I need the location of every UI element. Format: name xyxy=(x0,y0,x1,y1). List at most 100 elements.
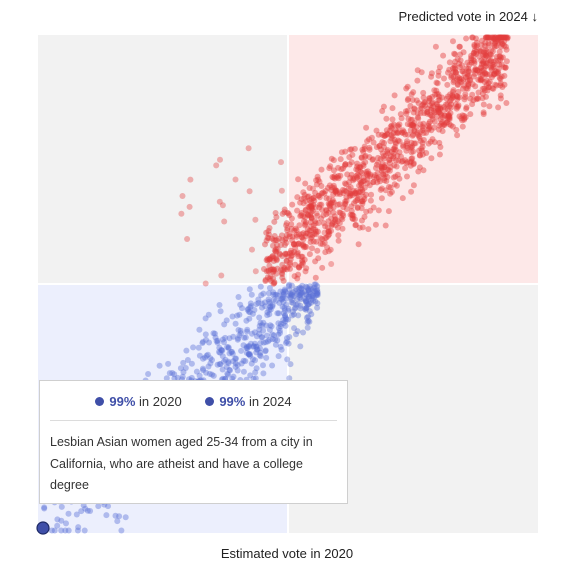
data-point xyxy=(262,276,269,283)
data-point xyxy=(308,214,315,221)
data-point xyxy=(275,353,282,360)
data-point xyxy=(58,527,65,534)
data-point xyxy=(359,189,366,196)
data-point xyxy=(282,318,289,325)
data-point xyxy=(488,57,494,64)
data-point xyxy=(420,101,427,108)
data-point xyxy=(290,241,297,247)
data-point xyxy=(342,200,349,207)
data-point xyxy=(428,106,434,113)
data-point xyxy=(497,80,504,87)
data-point xyxy=(404,145,411,151)
data-point xyxy=(481,79,488,85)
data-point xyxy=(455,103,462,110)
data-point xyxy=(351,200,357,207)
data-point xyxy=(491,34,498,41)
data-point xyxy=(309,245,315,252)
data-point xyxy=(495,34,502,41)
data-point xyxy=(206,370,213,377)
data-point xyxy=(501,34,508,41)
data-point xyxy=(322,235,329,241)
data-point xyxy=(213,162,220,169)
data-point xyxy=(271,218,278,225)
data-point xyxy=(298,210,305,216)
data-point xyxy=(249,246,255,253)
data-point xyxy=(473,35,479,42)
data-point xyxy=(353,166,360,173)
data-point xyxy=(445,69,451,76)
data-point xyxy=(291,325,298,332)
data-point xyxy=(188,360,195,367)
data-point xyxy=(320,189,326,196)
data-point xyxy=(221,339,227,346)
data-point xyxy=(344,171,351,178)
data-point xyxy=(497,34,503,41)
data-point xyxy=(376,143,383,150)
data-point xyxy=(336,209,343,216)
data-point xyxy=(284,264,291,270)
data-point xyxy=(361,184,368,191)
data-point xyxy=(314,212,321,219)
data-point xyxy=(324,224,331,231)
data-point xyxy=(359,146,366,153)
data-point xyxy=(361,177,368,184)
data-point xyxy=(456,43,463,50)
data-point xyxy=(245,305,252,312)
data-point xyxy=(463,104,470,111)
data-point xyxy=(378,146,385,153)
data-point xyxy=(264,309,271,316)
data-point xyxy=(202,331,209,338)
data-point xyxy=(243,349,250,356)
data-point xyxy=(336,189,343,196)
data-point xyxy=(272,248,279,255)
data-point xyxy=(267,273,274,280)
data-point xyxy=(252,357,258,364)
data-point xyxy=(497,75,504,82)
data-point xyxy=(269,253,276,260)
data-point xyxy=(380,171,387,178)
data-point xyxy=(286,231,293,237)
data-point xyxy=(41,504,48,511)
data-point xyxy=(267,266,274,273)
data-point xyxy=(267,300,274,307)
data-point xyxy=(178,210,185,217)
data-point xyxy=(238,360,245,367)
data-point xyxy=(390,146,397,153)
data-point xyxy=(307,235,314,242)
data-point xyxy=(205,311,212,318)
data-point xyxy=(211,330,218,337)
data-point xyxy=(386,183,392,190)
data-point xyxy=(357,188,364,195)
data-point xyxy=(387,190,394,197)
data-point xyxy=(372,221,379,228)
data-point xyxy=(483,77,490,84)
data-point xyxy=(363,171,370,178)
data-point xyxy=(366,182,373,189)
data-point xyxy=(250,343,257,350)
data-point xyxy=(340,204,347,211)
data-point xyxy=(327,163,334,170)
data-point xyxy=(331,173,338,180)
data-point xyxy=(484,34,491,41)
data-point xyxy=(404,121,411,128)
data-point xyxy=(348,159,355,166)
data-point xyxy=(429,113,436,120)
data-point xyxy=(391,121,397,128)
data-point xyxy=(435,105,442,112)
data-point xyxy=(267,303,274,310)
data-point xyxy=(272,291,279,298)
data-point xyxy=(319,241,326,248)
data-point xyxy=(381,140,388,146)
data-point xyxy=(252,216,259,223)
data-point xyxy=(288,292,295,299)
highlighted-point[interactable] xyxy=(36,521,50,535)
data-point xyxy=(271,279,278,286)
data-point xyxy=(360,148,367,155)
data-point xyxy=(343,181,350,188)
data-point xyxy=(265,268,272,275)
data-point xyxy=(358,154,365,161)
data-point xyxy=(303,230,310,237)
data-point xyxy=(360,161,366,168)
data-point xyxy=(497,95,504,102)
data-point xyxy=(295,240,302,247)
